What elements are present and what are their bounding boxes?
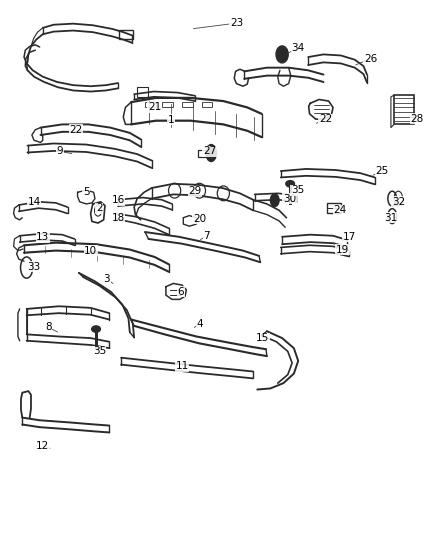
Bar (119, 30, 133, 38)
Bar (201, 102, 212, 108)
Bar (137, 87, 148, 97)
Text: 13: 13 (36, 232, 49, 243)
Ellipse shape (92, 326, 100, 332)
Text: 11: 11 (175, 361, 189, 371)
Text: 3: 3 (103, 274, 110, 284)
Bar (289, 185, 292, 205)
Text: 25: 25 (375, 166, 389, 176)
Text: 33: 33 (28, 262, 41, 271)
Text: 24: 24 (333, 205, 346, 215)
Bar (95, 330, 98, 350)
Text: 35: 35 (93, 346, 106, 357)
Text: 31: 31 (384, 213, 398, 223)
Ellipse shape (276, 46, 288, 63)
Text: 21: 21 (148, 102, 161, 112)
Text: 35: 35 (291, 185, 304, 195)
Text: 17: 17 (343, 232, 356, 242)
Text: 10: 10 (84, 246, 97, 256)
Text: 1: 1 (168, 115, 174, 125)
Bar (162, 102, 173, 108)
Text: 23: 23 (230, 18, 243, 28)
Text: 22: 22 (70, 125, 83, 135)
Ellipse shape (286, 181, 294, 187)
Text: 5: 5 (83, 187, 89, 197)
Bar (182, 102, 193, 108)
Text: 14: 14 (28, 197, 41, 207)
Text: 30: 30 (283, 193, 296, 204)
Bar (394, 95, 413, 124)
Text: 34: 34 (292, 43, 305, 53)
Text: 28: 28 (410, 114, 424, 124)
Text: 18: 18 (111, 213, 125, 223)
Text: 26: 26 (364, 54, 377, 63)
Bar (145, 102, 156, 108)
Text: 27: 27 (203, 147, 216, 157)
Ellipse shape (206, 144, 216, 161)
Text: 6: 6 (177, 287, 184, 297)
Text: 9: 9 (57, 147, 64, 157)
Bar (327, 203, 341, 214)
Text: 2: 2 (96, 203, 102, 213)
Text: 15: 15 (256, 333, 269, 343)
Text: 16: 16 (111, 195, 125, 205)
Bar (198, 150, 208, 157)
Text: 8: 8 (45, 322, 52, 333)
Ellipse shape (270, 194, 279, 207)
Text: 12: 12 (36, 441, 49, 451)
Text: 29: 29 (188, 186, 201, 196)
Text: 7: 7 (204, 231, 210, 241)
Text: 4: 4 (196, 319, 203, 329)
Text: 32: 32 (392, 197, 405, 207)
Text: 22: 22 (319, 114, 332, 124)
Text: 20: 20 (193, 214, 206, 224)
Text: 19: 19 (336, 245, 349, 255)
